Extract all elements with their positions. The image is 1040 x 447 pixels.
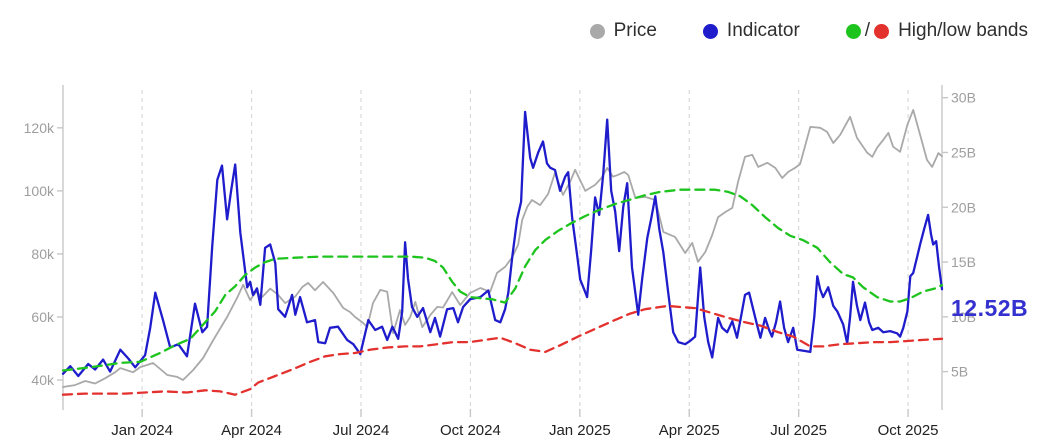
indicator-dot-icon bbox=[702, 23, 718, 39]
series-indicator bbox=[61, 110, 944, 378]
y-right-tick-label: 10B bbox=[951, 309, 976, 325]
current-value-label: 12.52B bbox=[951, 295, 1029, 321]
legend-item-bands[interactable]: / High/low bands bbox=[845, 20, 1028, 42]
legend-item-price[interactable]: Price bbox=[589, 20, 657, 42]
x-tick-label: Jul 2024 bbox=[333, 422, 390, 439]
x-tick-label: Jan 2025 bbox=[549, 422, 611, 439]
y-right-tick-label: 15B bbox=[951, 254, 976, 270]
low-band-dot-icon bbox=[874, 23, 890, 39]
bands-separator: / bbox=[864, 20, 871, 41]
y-left-tick-label: 60k bbox=[31, 309, 55, 325]
x-tick-label: Oct 2025 bbox=[878, 422, 939, 439]
legend-bands-label: High/low bands bbox=[898, 20, 1028, 41]
high-band-dot-icon bbox=[845, 23, 861, 39]
series-low-band bbox=[61, 304, 944, 396]
x-tick-label: Oct 2024 bbox=[440, 422, 501, 439]
y-left-tick-label: 40k bbox=[31, 372, 55, 388]
y-left-tick-label: 100k bbox=[24, 183, 55, 199]
price-dot-icon bbox=[589, 23, 605, 39]
x-tick-label: Jan 2024 bbox=[111, 422, 173, 439]
y-right-tick-label: 30B bbox=[951, 90, 976, 106]
legend-indicator-label: Indicator bbox=[726, 20, 800, 41]
x-tick-label: Apr 2024 bbox=[221, 422, 282, 439]
legend-price-label: Price bbox=[613, 20, 657, 41]
series-high-band bbox=[61, 188, 944, 372]
y-right-tick-label: 20B bbox=[951, 199, 976, 215]
legend-item-indicator[interactable]: Indicator bbox=[702, 20, 800, 42]
y-left-tick-label: 80k bbox=[31, 246, 55, 262]
y-right-tick-label: 5B bbox=[951, 364, 968, 380]
y-right-tick-label: 25B bbox=[951, 144, 976, 160]
y-left-tick-label: 120k bbox=[24, 120, 55, 136]
chart-legend: Price Indicator / High/low bands bbox=[589, 20, 1028, 42]
x-tick-label: Jul 2025 bbox=[770, 422, 827, 439]
x-tick-label: Apr 2025 bbox=[659, 422, 720, 439]
